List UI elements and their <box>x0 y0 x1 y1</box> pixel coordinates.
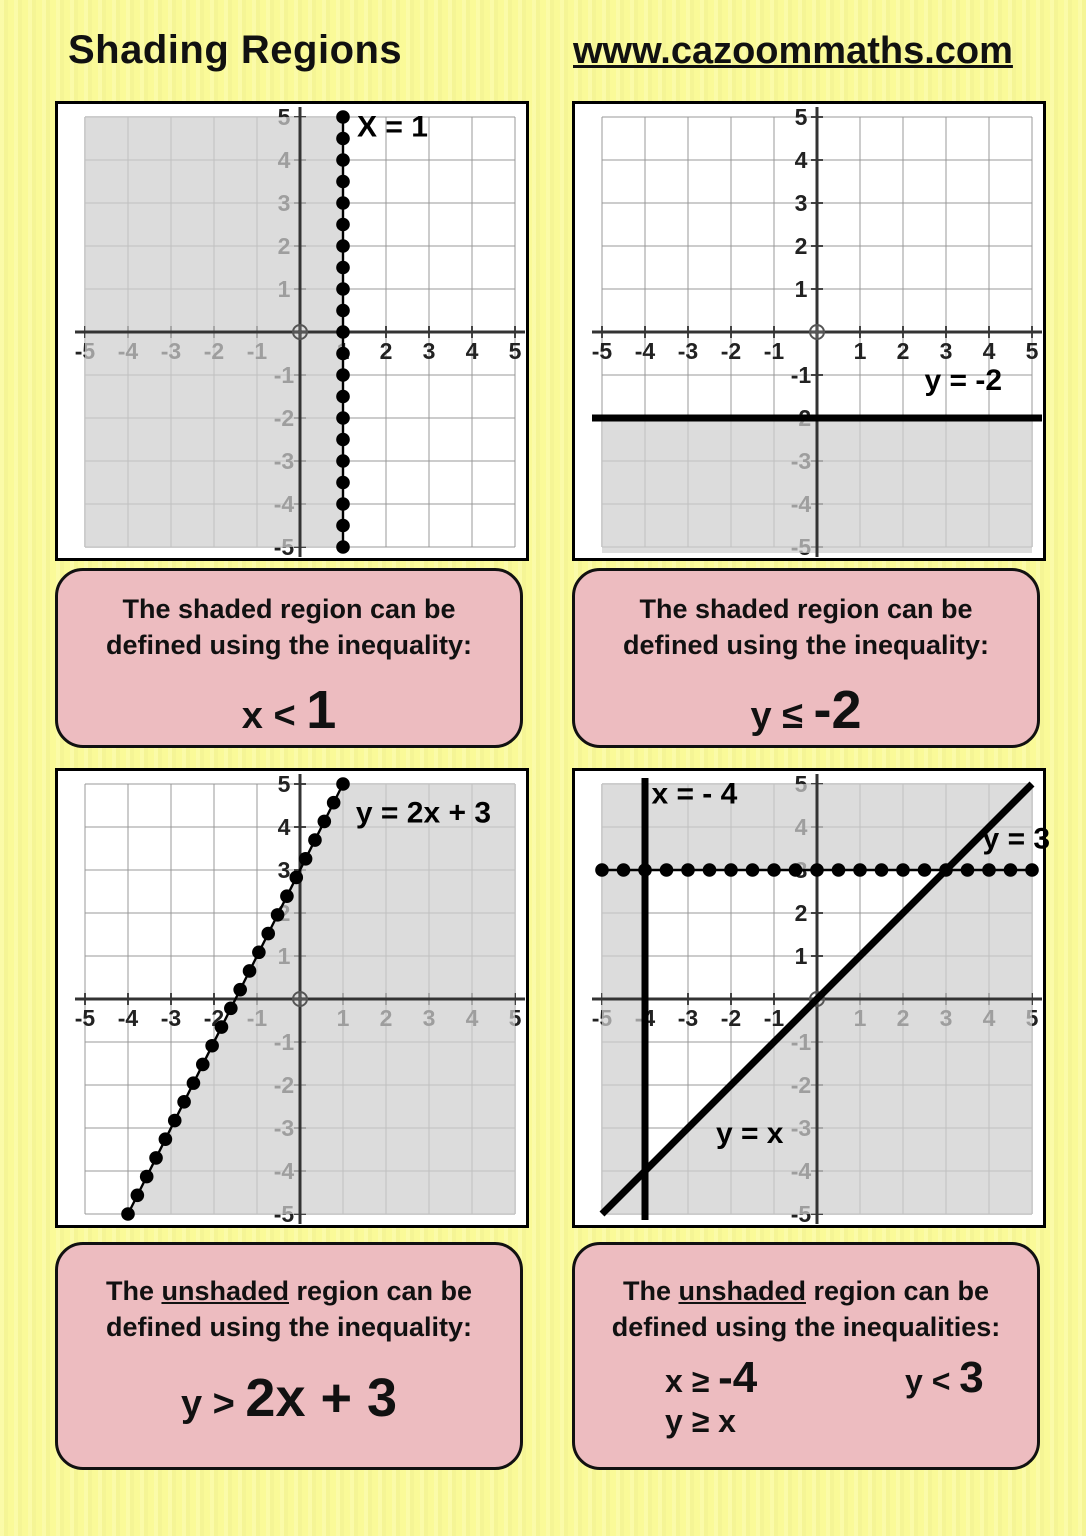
svg-text:3: 3 <box>940 338 953 364</box>
svg-text:1: 1 <box>795 943 808 969</box>
svg-text:4: 4 <box>983 338 996 364</box>
svg-text:5: 5 <box>1026 338 1039 364</box>
svg-text:-3: -3 <box>678 338 698 364</box>
svg-text:1: 1 <box>854 338 867 364</box>
svg-text:3: 3 <box>278 857 291 883</box>
svg-text:-1: -1 <box>764 1005 785 1031</box>
svg-text:-3: -3 <box>678 1005 698 1031</box>
svg-text:5: 5 <box>278 771 291 797</box>
svg-text:3: 3 <box>423 338 436 364</box>
svg-text:5: 5 <box>509 338 522 364</box>
svg-text:3: 3 <box>795 190 808 216</box>
svg-text:-3: -3 <box>161 1005 181 1031</box>
svg-text:y = 2x + 3: y = 2x + 3 <box>356 797 491 830</box>
svg-text:y = x: y = x <box>716 1117 784 1150</box>
svg-text:-4: -4 <box>118 1005 139 1031</box>
svg-text:2: 2 <box>795 900 808 926</box>
svg-text:5: 5 <box>795 104 808 130</box>
svg-text:y = -2: y = -2 <box>925 364 1003 397</box>
svg-text:-4: -4 <box>635 338 656 364</box>
svg-text:4: 4 <box>466 338 479 364</box>
svg-text:-1: -1 <box>764 338 785 364</box>
svg-text:-2: -2 <box>721 338 741 364</box>
svg-text:-5: -5 <box>592 338 613 364</box>
svg-text:-2: -2 <box>721 1005 741 1031</box>
svg-text:2: 2 <box>795 233 808 259</box>
svg-text:X = 1: X = 1 <box>357 110 428 143</box>
svg-text:1: 1 <box>795 276 808 302</box>
svg-text:x = - 4: x = - 4 <box>651 777 737 810</box>
svg-text:4: 4 <box>278 814 291 840</box>
svg-text:4: 4 <box>795 147 808 173</box>
svg-text:y = 3: y = 3 <box>983 823 1051 856</box>
svg-text:-5: -5 <box>75 1005 96 1031</box>
svg-text:-1: -1 <box>791 362 812 388</box>
svg-text:2: 2 <box>897 338 910 364</box>
svg-text:2: 2 <box>380 338 393 364</box>
